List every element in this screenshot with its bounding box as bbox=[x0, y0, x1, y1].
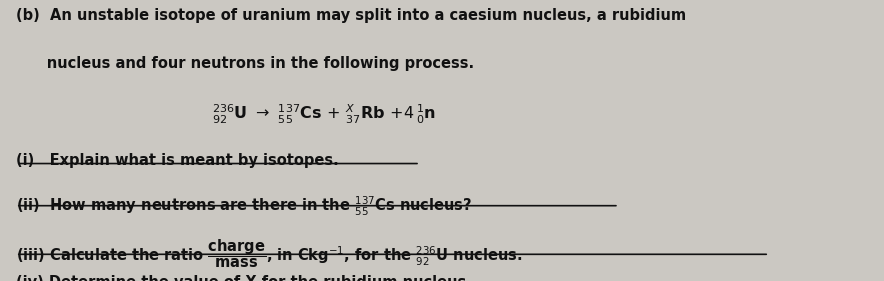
Text: (ii)  How many neutrons are there in the $^{137}_{55}$Cs nucleus?: (ii) How many neutrons are there in the … bbox=[16, 195, 472, 219]
Text: $^{236}_{92}$U $\rightarrow$ $^{137}_{55}$Cs $+$ $^{X}_{37}$Rb $+ 4\,^{1}_{0}$n: $^{236}_{92}$U $\rightarrow$ $^{137}_{55… bbox=[212, 103, 436, 126]
Text: (b)  An unstable isotope of uranium may split into a caesium nucleus, a rubidium: (b) An unstable isotope of uranium may s… bbox=[16, 8, 686, 23]
Text: (iii) Calculate the ratio $\dfrac{\mathbf{charge}}{\mathbf{mass}}$, in Ckg$^{-1}: (iii) Calculate the ratio $\dfrac{\mathb… bbox=[16, 237, 522, 270]
Text: (iv) Determine the value of X for the rubidium nucleus.: (iv) Determine the value of X for the ru… bbox=[16, 275, 472, 281]
Text: (i)   Explain what is meant by isotopes.: (i) Explain what is meant by isotopes. bbox=[16, 153, 339, 168]
Text: nucleus and four neutrons in the following process.: nucleus and four neutrons in the followi… bbox=[16, 56, 474, 71]
